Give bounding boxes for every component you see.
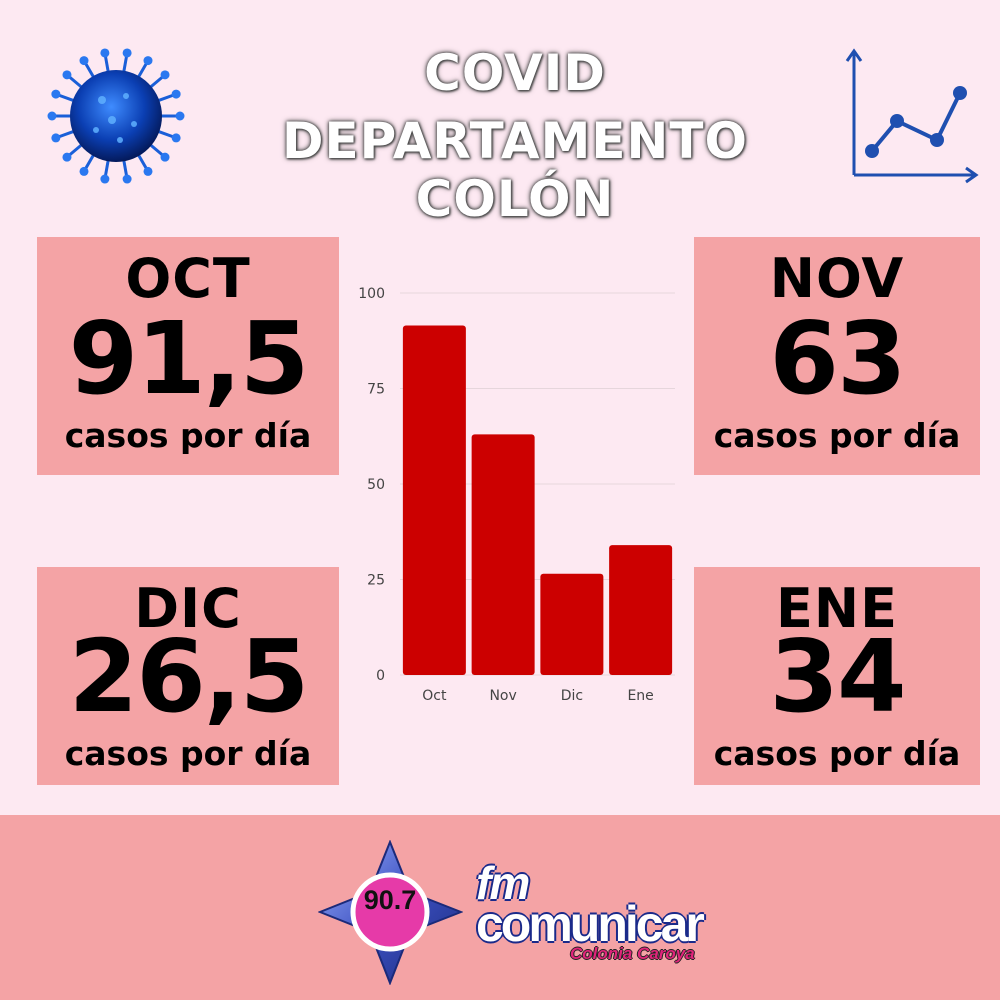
card-value: 26,5 <box>68 618 310 735</box>
line-chart-icon <box>845 48 979 184</box>
y-tick-label: 100 <box>358 286 385 302</box>
y-tick-label: 25 <box>367 573 385 589</box>
card-month: ENE <box>776 577 898 640</box>
bar-chart: 0 25 50 75 100 Oct Nov Dic Ene <box>358 286 675 704</box>
title-line-2: DEPARTAMENTO COLÓN <box>282 112 748 228</box>
card-unit: casos por día <box>713 416 961 455</box>
bar-nov <box>471 434 535 675</box>
y-tick-label: 50 <box>367 477 385 493</box>
title-line-1: COVID <box>424 44 606 102</box>
x-tick-label: Oct <box>422 688 447 704</box>
card-month: OCT <box>125 247 251 310</box>
card-value: 91,5 <box>68 300 310 417</box>
card-unit: casos por día <box>713 734 961 773</box>
bar-ene <box>609 545 673 675</box>
x-tick-label: Ene <box>627 688 653 704</box>
brand-prefix: fm <box>476 857 530 909</box>
x-tick-label: Dic <box>561 688 583 704</box>
y-tick-label: 75 <box>367 382 385 398</box>
y-tick-label: 0 <box>376 668 385 684</box>
card-month: DIC <box>134 577 242 640</box>
coronavirus-icon <box>47 48 185 184</box>
card-value: 63 <box>769 300 906 417</box>
stat-card-dic: DIC 26,5 casos por día <box>37 567 339 785</box>
frequency-label: 90.7 <box>363 885 417 915</box>
bar-dic <box>540 573 604 675</box>
card-month: NOV <box>769 247 905 310</box>
footer-band <box>0 815 1000 1000</box>
stat-card-ene: ENE 34 casos por día <box>694 567 980 785</box>
card-unit: casos por día <box>64 416 312 455</box>
brand-city: Colonia Caroya <box>570 944 695 963</box>
x-tick-label: Nov <box>489 688 516 704</box>
stat-card-oct: OCT 91,5 casos por día <box>37 237 339 475</box>
bar-oct <box>402 325 466 675</box>
card-value: 34 <box>769 618 906 735</box>
stat-card-nov: NOV 63 casos por día <box>694 237 980 475</box>
card-unit: casos por día <box>64 734 312 773</box>
radio-logo-star-icon <box>318 840 463 985</box>
brand-name: comunicar <box>476 896 705 952</box>
